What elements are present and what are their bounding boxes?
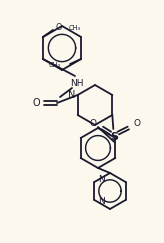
Text: CH₃: CH₃ bbox=[49, 62, 61, 68]
Text: O: O bbox=[56, 24, 62, 33]
Text: S: S bbox=[110, 132, 118, 142]
Text: N: N bbox=[98, 175, 105, 184]
Text: O: O bbox=[90, 119, 97, 128]
Text: CH₃: CH₃ bbox=[69, 25, 81, 31]
Text: N: N bbox=[68, 90, 75, 100]
Text: O: O bbox=[134, 119, 141, 128]
Text: N: N bbox=[98, 198, 105, 207]
Text: NH: NH bbox=[70, 78, 84, 87]
Text: O: O bbox=[32, 98, 40, 108]
